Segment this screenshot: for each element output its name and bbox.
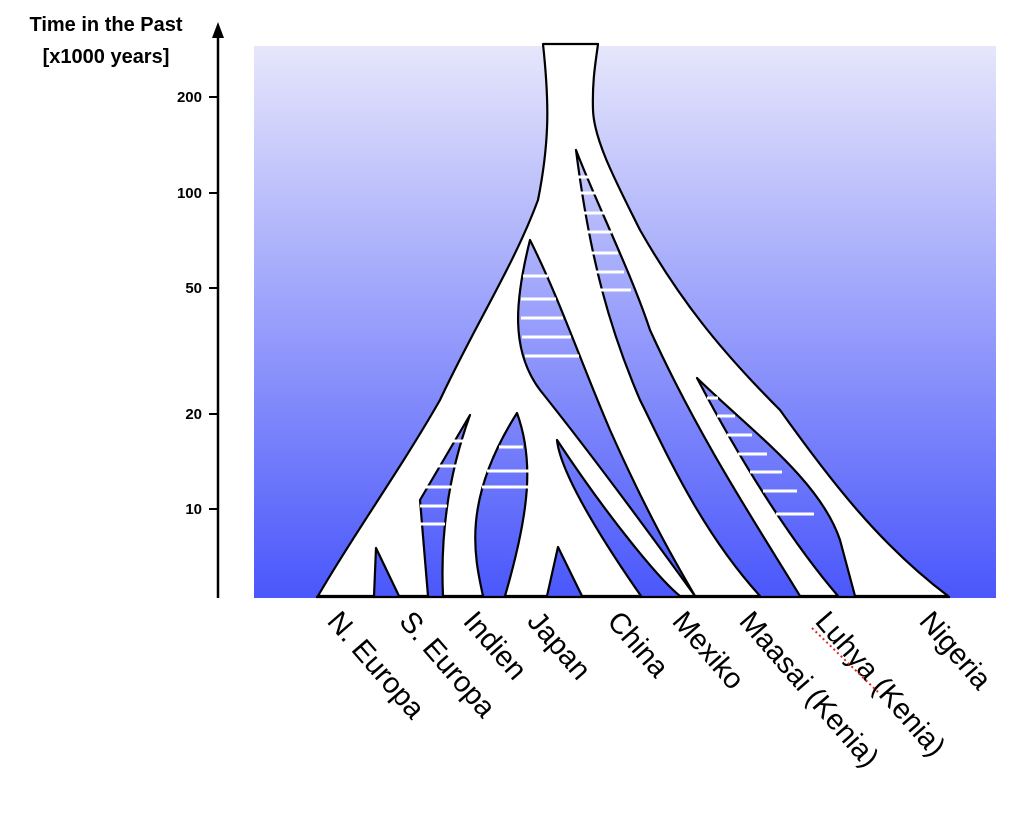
population-labels: N. Europa S. Europa Indien Japan China M… xyxy=(321,606,998,774)
axis-arrowhead xyxy=(212,22,224,38)
axis-tick-label: 10 xyxy=(185,501,202,518)
population-label-china: China xyxy=(601,606,675,685)
axis-title-line2: [x1000 years] xyxy=(43,46,170,68)
axis-tick-label: 100 xyxy=(177,185,202,202)
tree-trunk-and-branches xyxy=(316,42,950,598)
spellcheck-underline xyxy=(811,627,879,693)
population-tree xyxy=(316,42,950,598)
axis-tick-label: 50 xyxy=(185,280,202,297)
population-label-nigeria: Nigeria xyxy=(913,606,998,697)
time-axis: 200 100 50 20 10 Time in the Past [x1000… xyxy=(29,14,224,598)
population-label-maasai: Maasai (Kenia) xyxy=(733,606,885,774)
migration-bars xyxy=(420,175,814,526)
population-label-mexiko: Mexiko xyxy=(666,606,750,696)
population-label-japan: Japan xyxy=(521,606,597,687)
axis-tick-label: 200 xyxy=(177,89,202,106)
axis-tick-label: 20 xyxy=(185,406,202,423)
axis-title-line1: Time in the Past xyxy=(29,14,182,36)
